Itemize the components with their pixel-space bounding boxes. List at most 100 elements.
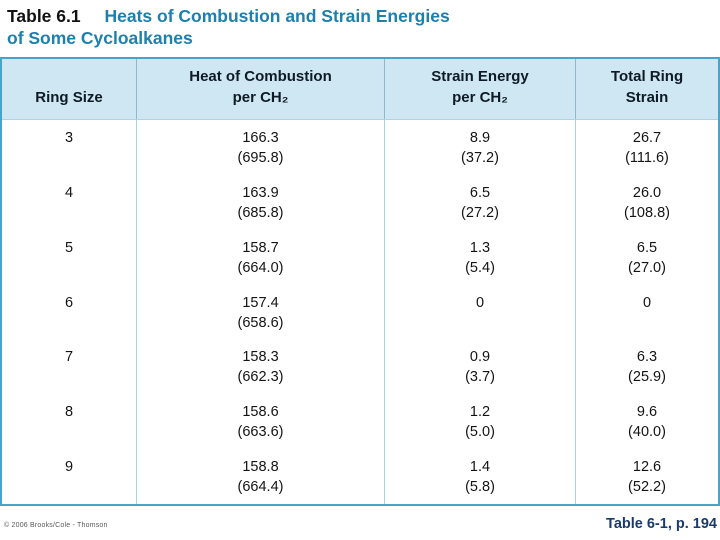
table-title: Table 6.1 Heats of Combustion and Strain… — [0, 0, 720, 49]
cell-value: 6.5 — [469, 184, 491, 201]
cell-total-ring-strain: 6.3 (25.9) — [576, 339, 718, 394]
cell-total-ring-strain: 9.6 (40.0) — [576, 394, 718, 449]
table-row: 5 158.7 (664.0) 1.3 (5.4) 6.5 (27.0) — [2, 229, 718, 285]
cell-ring-size: 6 — [2, 284, 137, 340]
cell-value: 0 — [475, 294, 485, 311]
cell-ring-size: 3 — [2, 120, 137, 175]
cell-heat-of-combustion: 157.4 (658.6) — [137, 284, 385, 340]
cell-value: 0 — [642, 294, 652, 311]
cell-value-parenthetical: (37.2) — [461, 150, 499, 166]
cell-strain-energy: 1.2 (5.0) — [385, 394, 576, 450]
cell-ring-size: 8 — [2, 394, 137, 450]
cell-value: 1.3 — [469, 239, 491, 256]
cell-value: 26.0 — [632, 184, 662, 201]
cell-value-parenthetical: (27.0) — [628, 259, 666, 276]
cell-value: 12.6 — [632, 459, 662, 476]
header-label: Total Ring — [610, 68, 684, 85]
cell-strain-energy: 1.4 (5.8) — [385, 449, 576, 504]
table-title-line-1: Table 6.1 Heats of Combustion and Strain… — [7, 6, 712, 28]
table-number: Table 6.1 — [7, 6, 81, 26]
cell-value: 6.3 — [636, 349, 658, 366]
column-header-strain-energy: Strain Energy per CH₂ — [385, 59, 576, 119]
cell-ring-size: 7 — [2, 339, 137, 395]
cell-value: 6.5 — [636, 239, 658, 256]
cell-value-parenthetical: (3.7) — [465, 369, 495, 386]
cell-value-parenthetical: (25.9) — [628, 369, 666, 386]
cell-value-parenthetical: (685.8) — [237, 204, 284, 221]
cycloalkane-data-table: Ring Size Heat of Combustion per CH₂ Str… — [0, 57, 720, 506]
cell-total-ring-strain: 26.7 (111.6) — [576, 120, 718, 175]
cell-strain-energy: 1.3 (5.4) — [385, 229, 576, 285]
copyright-notice: © 2006 Brooks/Cole - Thomson — [4, 522, 108, 529]
cell-value: 9 — [64, 459, 74, 476]
cell-value: 8 — [64, 404, 74, 421]
cell-value-parenthetical: (111.6) — [625, 150, 669, 166]
header-label: per CH₂ — [232, 89, 289, 106]
cell-value: 1.2 — [469, 404, 491, 421]
cell-value-parenthetical: (5.4) — [465, 259, 495, 276]
cell-heat-of-combustion: 158.6 (663.6) — [137, 394, 385, 450]
cell-value: 166.3 — [242, 130, 279, 146]
table-row: 7 158.3 (662.3) 0.9 (3.7) 6.3 (25.9) — [2, 339, 718, 395]
table-caption-line-2: of Some Cycloalkanes — [7, 27, 193, 48]
cell-heat-of-combustion: 158.8 (664.4) — [137, 449, 385, 504]
cell-total-ring-strain: 26.0 (108.8) — [576, 175, 718, 230]
table-body: 3 166.3 (695.8) 8.9 (37.2) 26.7 (111.6) … — [2, 120, 718, 504]
table-row: 9 158.8 (664.4) 1.4 (5.8) 12.6 (52.2) — [2, 449, 718, 504]
cell-value: 163.9 — [242, 184, 279, 201]
cell-value: 4 — [64, 184, 74, 201]
cell-value: 0.9 — [469, 349, 491, 366]
cell-value: 8.9 — [469, 130, 491, 146]
table-caption-line-1: Heats of Combustion and Strain Energies — [104, 6, 450, 26]
table-row: 6 157.4 (658.6) 0 0 — [2, 284, 718, 340]
header-label: Ring Size — [35, 89, 103, 106]
cell-value: 157.4 — [242, 294, 279, 311]
table-header-row: Ring Size Heat of Combustion per CH₂ Str… — [2, 59, 718, 120]
cell-value: 158.6 — [242, 404, 279, 421]
column-header-heat-of-combustion: Heat of Combustion per CH₂ — [137, 59, 385, 119]
cell-value-parenthetical: (658.6) — [237, 314, 284, 331]
cell-ring-size: 4 — [2, 174, 137, 230]
cell-heat-of-combustion: 158.7 (664.0) — [137, 229, 385, 285]
header-label: Strain Energy — [431, 68, 529, 85]
cell-value: 1.4 — [469, 459, 491, 476]
cell-value-parenthetical: (664.4) — [237, 479, 284, 496]
cell-value-parenthetical: (5.8) — [465, 479, 495, 496]
cell-value: 5 — [64, 239, 74, 256]
header-label: Strain — [625, 89, 669, 106]
cell-ring-size: 5 — [2, 229, 137, 285]
cell-value-parenthetical: (695.8) — [237, 150, 284, 166]
cell-heat-of-combustion: 166.3 (695.8) — [137, 120, 385, 175]
cell-value-parenthetical: (108.8) — [624, 204, 670, 221]
cell-value: 158.8 — [242, 459, 279, 476]
cell-total-ring-strain: 12.6 (52.2) — [576, 449, 718, 504]
table-row: 3 166.3 (695.8) 8.9 (37.2) 26.7 (111.6) — [2, 120, 718, 175]
cell-total-ring-strain: 6.5 (27.0) — [576, 230, 718, 285]
cell-value: 7 — [64, 349, 74, 366]
cell-value-parenthetical: (40.0) — [628, 424, 666, 441]
cell-total-ring-strain: 0 — [576, 285, 718, 340]
cell-strain-energy: 0 — [385, 284, 576, 340]
cell-strain-energy: 6.5 (27.2) — [385, 174, 576, 230]
cell-ring-size: 9 — [2, 449, 137, 504]
cell-heat-of-combustion: 163.9 (685.8) — [137, 174, 385, 230]
cell-value: 9.6 — [636, 404, 658, 421]
cell-value: 158.3 — [242, 349, 279, 366]
cell-value-parenthetical: (5.0) — [465, 424, 495, 441]
table-row: 8 158.6 (663.6) 1.2 (5.0) 9.6 (40.0) — [2, 394, 718, 450]
cell-value-parenthetical: (27.2) — [461, 204, 499, 221]
header-label: per CH₂ — [452, 89, 508, 106]
column-header-total-ring-strain: Total Ring Strain — [576, 59, 718, 119]
cell-value-parenthetical: (664.0) — [237, 259, 284, 276]
cell-value-parenthetical: (663.6) — [237, 424, 284, 441]
cell-heat-of-combustion: 158.3 (662.3) — [137, 339, 385, 395]
cell-strain-energy: 0.9 (3.7) — [385, 339, 576, 395]
column-header-ring-size: Ring Size — [2, 59, 137, 119]
table-page-reference: Table 6-1, p. 194 — [606, 516, 717, 532]
table-row: 4 163.9 (685.8) 6.5 (27.2) 26.0 (108.8) — [2, 174, 718, 230]
cell-value: 6 — [64, 294, 74, 311]
cell-value-parenthetical: (662.3) — [237, 369, 284, 386]
header-label: Heat of Combustion — [189, 68, 332, 85]
cell-value: 158.7 — [242, 239, 279, 256]
